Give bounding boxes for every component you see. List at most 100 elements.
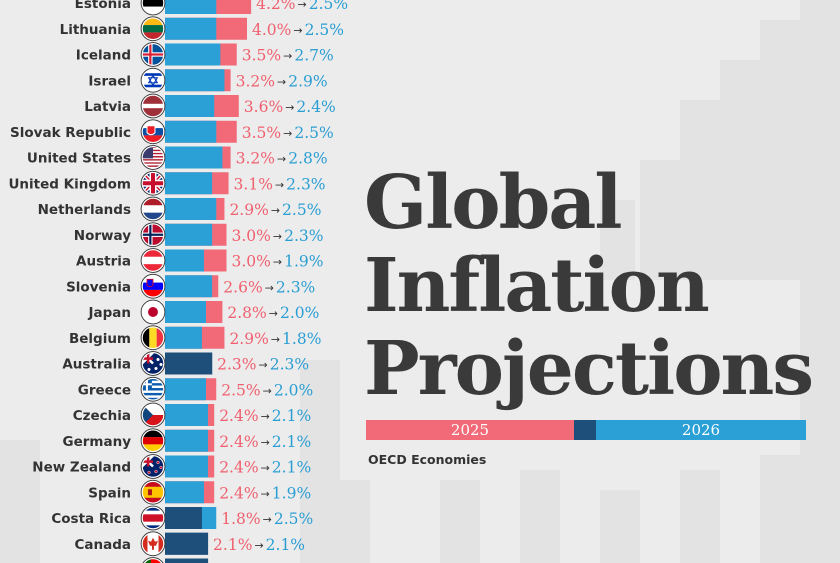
arrow-icon: → — [275, 178, 284, 191]
value-2026: 2.8% — [288, 150, 327, 168]
norway-flag-icon — [142, 223, 164, 246]
bar-2026 — [165, 198, 217, 220]
country-label: Greece — [78, 382, 131, 398]
chart-row: Norway 3.0% → 2.3% — [74, 222, 324, 248]
value-2025: 2.4% — [219, 459, 258, 477]
value-2025: 3.1% — [234, 175, 273, 193]
chart-row: New Zealand 2.4% → 2.1% — [32, 454, 311, 479]
legend-2026: 2026 — [574, 420, 806, 440]
value-2026: 2.1% — [272, 433, 311, 451]
value-labels: 2.4% → 2.1% — [219, 459, 311, 477]
value-2025: 3.0% — [232, 253, 271, 271]
arrow-icon: → — [277, 153, 286, 166]
arrow-icon: → — [283, 127, 292, 140]
arrow-icon: → — [285, 101, 294, 114]
arrow-icon: → — [273, 256, 282, 269]
title-line-3: Projections — [364, 326, 814, 412]
estonia-flag-icon — [142, 0, 164, 14]
value-2025: 2.1% — [213, 562, 252, 563]
country-label: Lithuania — [60, 22, 131, 38]
value-labels: 2.4% → 2.1% — [219, 433, 311, 451]
value-labels: 3.5% → 2.5% — [242, 124, 334, 142]
bar-overlap — [165, 507, 202, 529]
arrow-icon: → — [263, 384, 272, 397]
value-labels: 3.0% → 1.9% — [232, 253, 324, 271]
chart-row: Estonia 4.2% → 2.5% — [75, 0, 348, 16]
country-label: Israel — [88, 73, 131, 89]
bar-2026 — [165, 378, 206, 401]
japan-flag-icon — [142, 301, 164, 323]
value-2025: 2.4% — [219, 484, 258, 502]
title-line-1: Global — [364, 160, 622, 246]
slovenia-flag-icon — [142, 275, 164, 298]
value-2025: 2.4% — [219, 407, 258, 425]
arrow-icon: → — [273, 230, 282, 243]
value-2026: 2.3% — [276, 278, 315, 296]
country-label: Norway — [74, 228, 131, 244]
country-label: Spain — [88, 485, 131, 501]
value-2026: 2.3% — [284, 227, 323, 245]
value-2026: 2.4% — [296, 98, 335, 116]
legend: 2025 2026 — [366, 420, 806, 440]
chart-row: Costa Rica 1.8% → 2.5% — [51, 505, 313, 531]
arrow-icon: → — [265, 281, 274, 294]
czechia-flag-icon — [142, 404, 164, 426]
chart-row: United States 3.2% → 2.8% — [27, 145, 328, 170]
chart-row: Portugal2.1%→2.1% — [66, 557, 305, 563]
value-2026: 2.0% — [280, 304, 319, 322]
bar-2026 — [165, 481, 204, 504]
arrow-icon: → — [277, 75, 286, 88]
chart-row: Greece 2.5% → 2.0% — [78, 376, 313, 402]
value-2025: 3.0% — [232, 227, 271, 245]
bar-2026 — [165, 223, 213, 246]
value-2026: 2.1% — [272, 459, 311, 477]
bar-overlap — [165, 352, 213, 375]
country-label: Slovak Republic — [10, 125, 131, 141]
value-labels: 1.8% → 2.5% — [221, 510, 313, 528]
bar-2026 — [165, 172, 213, 195]
arrow-icon: → — [269, 307, 278, 320]
chart-row: Slovenia 2.6% → 2.3% — [66, 273, 315, 299]
country-label: Czechia — [73, 408, 131, 424]
arrow-icon: → — [271, 204, 280, 217]
chart-row: United Kingdom 3.1% → 2.3% — [8, 170, 326, 196]
country-label: Belgium — [69, 331, 131, 347]
bar-overlap — [165, 532, 209, 555]
value-2025: 2.1% — [213, 536, 252, 554]
value-2025: 4.0% — [252, 21, 291, 39]
legend-2025: 2025 — [366, 420, 574, 440]
chart-row: Israel 3.2% → 2.9% — [88, 67, 328, 93]
value-2025: 2.5% — [221, 381, 260, 399]
value-labels: 2.5% → 2.0% — [221, 381, 313, 399]
australia-flag-icon — [142, 352, 164, 375]
slovakia-flag-icon — [142, 120, 164, 143]
bar-2026 — [165, 249, 204, 272]
value-labels: 4.2% → 2.5% — [256, 0, 348, 13]
arrow-icon: → — [261, 436, 270, 449]
value-labels: 2.9% → 1.8% — [229, 330, 321, 348]
country-label: United States — [27, 151, 131, 167]
value-labels: 3.5% → 2.7% — [242, 47, 334, 65]
bar-2026 — [165, 275, 213, 298]
iceland-flag-icon — [142, 43, 164, 66]
value-2025: 3.5% — [242, 47, 281, 65]
bar-2026 — [165, 69, 225, 92]
bar-2026 — [165, 404, 209, 426]
value-labels: 2.9% → 2.5% — [229, 201, 321, 219]
germany-flag-icon — [142, 429, 164, 452]
value-2026: 2.7% — [294, 47, 333, 65]
costa-rica-flag-icon — [142, 507, 164, 529]
value-2025: 2.6% — [223, 278, 262, 296]
chart-row: Spain 2.4% → 1.9% — [88, 479, 311, 505]
chart-row: Australia 2.3% → 2.3% — [62, 351, 309, 376]
value-2026: 2.1% — [266, 536, 305, 554]
value-labels: 3.1% → 2.3% — [234, 175, 326, 193]
chart-row: Latvia 3.6% → 2.4% — [84, 93, 336, 119]
country-label: Canada — [74, 537, 131, 553]
value-labels: 3.2% → 2.8% — [236, 150, 328, 168]
chart-row: Germany 2.4% → 2.1% — [63, 428, 311, 454]
value-2026: 2.3% — [270, 356, 309, 374]
chart-row: Czechia 2.4% → 2.1% — [73, 402, 311, 428]
